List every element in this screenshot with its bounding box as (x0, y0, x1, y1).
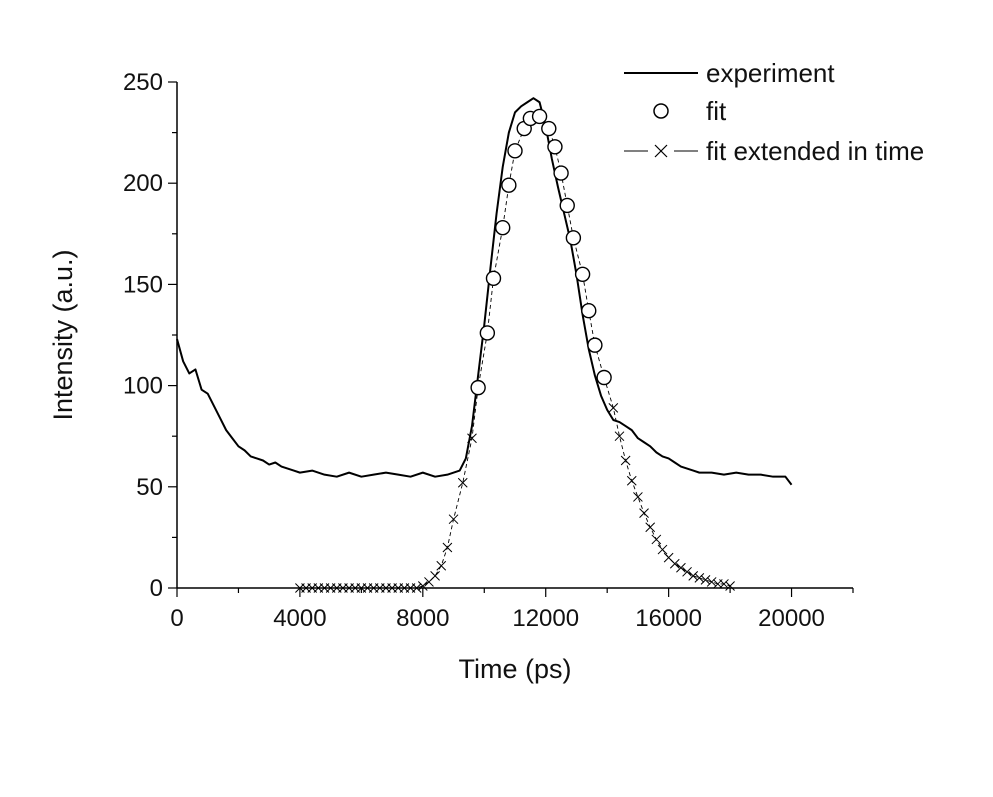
fit-point (542, 122, 556, 136)
series-experiment-line (177, 98, 792, 485)
fit-point (566, 231, 580, 245)
fit-extended-marker (633, 492, 642, 501)
fit-point (576, 267, 590, 281)
legend-marker-fit (654, 104, 668, 118)
fit-point (560, 198, 574, 212)
fit-extended-marker (458, 478, 467, 487)
legend-marker-fit-extended (624, 145, 698, 157)
fit-extended-marker (689, 571, 698, 580)
fit-extended-marker (683, 567, 692, 576)
fit-extended-marker (640, 509, 649, 518)
fit-extended-marker (676, 563, 685, 572)
fit-point (480, 326, 494, 340)
x-axis-ticks: 0 4000 8000 12000 16000 20000 (170, 588, 853, 632)
fit-extended-marker (443, 543, 452, 552)
fit-extended-marker (621, 456, 630, 465)
y-tick-label: 50 (136, 474, 163, 501)
x-tick-label: 4000 (273, 605, 326, 632)
fit-extended-marker (707, 577, 716, 586)
fit-point (471, 381, 485, 395)
fit-extended-marker (627, 476, 636, 485)
x-tick-label: 8000 (396, 605, 449, 632)
fit-extended-marker (652, 535, 661, 544)
fit-extended-marker (437, 561, 446, 570)
fit-point (496, 221, 510, 235)
legend-label-fit: fit (706, 96, 727, 126)
y-tick-label: 100 (123, 373, 163, 400)
fit-point (597, 371, 611, 385)
fit-point (486, 271, 500, 285)
fit-extended-marker (646, 523, 655, 532)
y-tick-label: 200 (123, 170, 163, 197)
fit-point (588, 338, 602, 352)
x-axis-title: Time (ps) (459, 654, 572, 684)
x-tick-label: 16000 (635, 605, 702, 632)
fit-point (533, 109, 547, 123)
fit-extended-marker (695, 573, 704, 582)
fit-extended-marker (701, 575, 710, 584)
fit-point (554, 166, 568, 180)
series-layer (177, 98, 792, 592)
chart: 0 4000 8000 12000 16000 20000 0 50 100 150 200 250… (0, 0, 993, 797)
fit-extended-marker (670, 559, 679, 568)
x-tick-label: 20000 (758, 605, 825, 632)
fit-extended-marker (658, 545, 667, 554)
y-tick-label: 250 (123, 69, 163, 96)
legend-label-fit-extended: fit extended in time (706, 136, 924, 166)
fit-extended-marker (609, 403, 618, 412)
legend: experiment fit fit extended in time (624, 58, 924, 166)
fit-point (502, 178, 516, 192)
fit-point (508, 144, 522, 158)
y-tick-label: 0 (150, 575, 163, 602)
y-axis-ticks: 0 50 100 150 200 250 (123, 69, 177, 602)
fit-extended-marker (449, 515, 458, 524)
fit-point (548, 140, 562, 154)
y-tick-label: 150 (123, 271, 163, 298)
x-tick-label: 12000 (512, 605, 579, 632)
y-axis-title: Intensity (a.u.) (48, 249, 78, 420)
legend-label-experiment: experiment (706, 58, 835, 88)
fit-extended-marker (431, 571, 440, 580)
fit-point (582, 304, 596, 318)
fit-extended-marker (615, 432, 624, 441)
x-tick-label: 0 (170, 605, 183, 632)
